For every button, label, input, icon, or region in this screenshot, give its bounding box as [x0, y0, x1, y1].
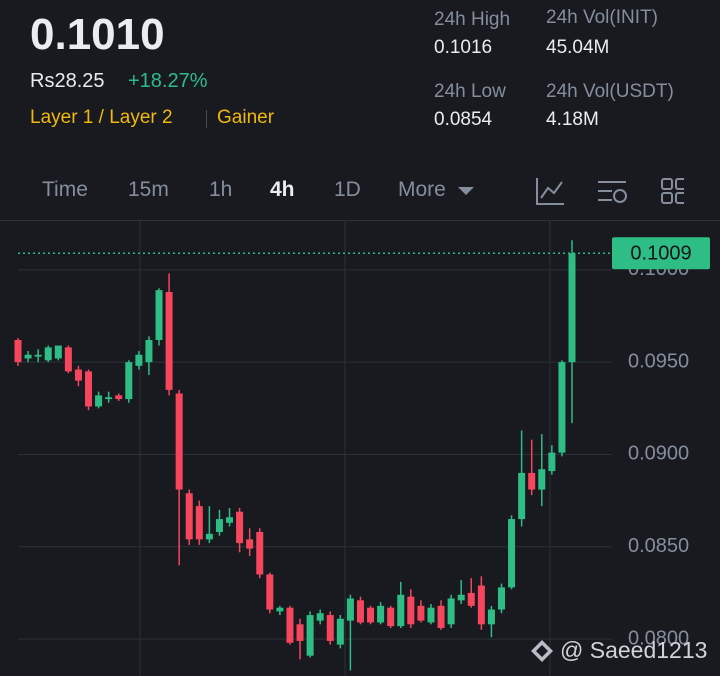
- toolbar-icons: [536, 178, 684, 205]
- candle-body: [195, 506, 203, 540]
- candle-body: [508, 519, 516, 588]
- candle-body: [407, 596, 415, 625]
- candle-body: [276, 607, 284, 612]
- separator: [206, 110, 207, 128]
- candle-body: [497, 587, 505, 610]
- candle-body: [246, 539, 254, 549]
- change: +18.27%: [128, 70, 208, 92]
- candle-body: [155, 290, 163, 340]
- candle-body: [316, 613, 324, 621]
- tag[interactable]: Layer 1 / Layer 2: [30, 107, 173, 128]
- stat-label: 24h Vol(USDT): [546, 81, 674, 102]
- candle-body: [286, 607, 294, 643]
- candle-body: [205, 533, 213, 540]
- stat-label: 24h High: [434, 9, 511, 30]
- candle-body: [417, 605, 425, 621]
- candle-body: [568, 253, 576, 363]
- stat-label: 24h Low: [434, 81, 506, 102]
- candle-body: [145, 340, 153, 363]
- watermark: @ Saeed1213: [560, 637, 708, 663]
- candle-body: [135, 354, 143, 366]
- candle-body: [95, 395, 103, 407]
- candle-body: [256, 532, 264, 575]
- candle-body: [447, 598, 455, 625]
- candle-body: [467, 592, 475, 606]
- tab[interactable]: More: [398, 178, 446, 201]
- stat-value: 0.1016: [434, 37, 493, 58]
- candle-body: [437, 605, 445, 628]
- candle-body: [326, 615, 334, 641]
- candle-body: [296, 624, 304, 641]
- candle-body: [266, 574, 274, 610]
- tab[interactable]: Time: [42, 178, 88, 201]
- tab[interactable]: 1D: [334, 178, 361, 201]
- stat-label: 24h Vol(INIT): [546, 7, 658, 28]
- candle-body: [336, 618, 344, 645]
- last-price-label: 0.1009: [630, 243, 691, 265]
- candle-body: [74, 369, 82, 381]
- tab[interactable]: 4h: [270, 178, 295, 201]
- candle-body: [14, 340, 22, 363]
- layout-icon[interactable]: [661, 178, 684, 204]
- candle-body: [427, 607, 435, 623]
- candle-body: [367, 607, 375, 623]
- candle-body: [477, 585, 485, 625]
- candle-body: [175, 393, 183, 490]
- candle-body: [54, 345, 62, 359]
- candle-body: [356, 600, 364, 623]
- candle-body: [185, 493, 193, 540]
- stat-value: 0.0854: [434, 109, 493, 130]
- candle-body: [34, 354, 42, 357]
- fiat-price: Rs28.25: [30, 70, 105, 92]
- dropdown-icon[interactable]: [456, 184, 476, 198]
- candle-body: [44, 347, 52, 361]
- candle-body: [215, 519, 223, 532]
- y-tick-label: 0.0900: [628, 443, 689, 465]
- candle-body: [105, 397, 113, 400]
- candle-body: [548, 452, 556, 472]
- candle-body: [236, 511, 244, 544]
- y-tick-label: 0.0950: [628, 350, 689, 372]
- candle-body: [165, 292, 173, 390]
- candle-body: [64, 347, 72, 372]
- candle-body: [487, 609, 495, 625]
- y-tick-label: 0.0800: [628, 627, 689, 649]
- tab[interactable]: 15m: [128, 178, 169, 201]
- candle-body: [306, 615, 314, 656]
- stat-value: 4.18M: [546, 109, 599, 130]
- y-tick-label: 0.0850: [628, 535, 689, 557]
- candle-body: [558, 362, 566, 453]
- candle-body: [125, 362, 133, 400]
- candle-body: [538, 469, 546, 490]
- tab[interactable]: 1h: [209, 178, 233, 201]
- indicator-icon[interactable]: [536, 178, 564, 205]
- logo: [531, 640, 553, 662]
- candle-body: [528, 472, 536, 490]
- price: 0.1010: [30, 10, 165, 59]
- stat-value: 45.04M: [546, 37, 610, 58]
- settings-icon[interactable]: [598, 181, 627, 203]
- candle-body: [115, 395, 123, 400]
- candle-body: [346, 598, 354, 621]
- candle-body: [24, 354, 32, 359]
- candle-body: [387, 607, 395, 627]
- tag[interactable]: Gainer: [217, 107, 275, 128]
- candle-body: [377, 605, 385, 623]
- candle-body: [85, 371, 93, 407]
- candle-body: [518, 472, 526, 520]
- candle-body: [226, 517, 234, 523]
- candle-body: [397, 594, 405, 627]
- last-price-box: [612, 237, 710, 270]
- candle-body: [457, 594, 465, 601]
